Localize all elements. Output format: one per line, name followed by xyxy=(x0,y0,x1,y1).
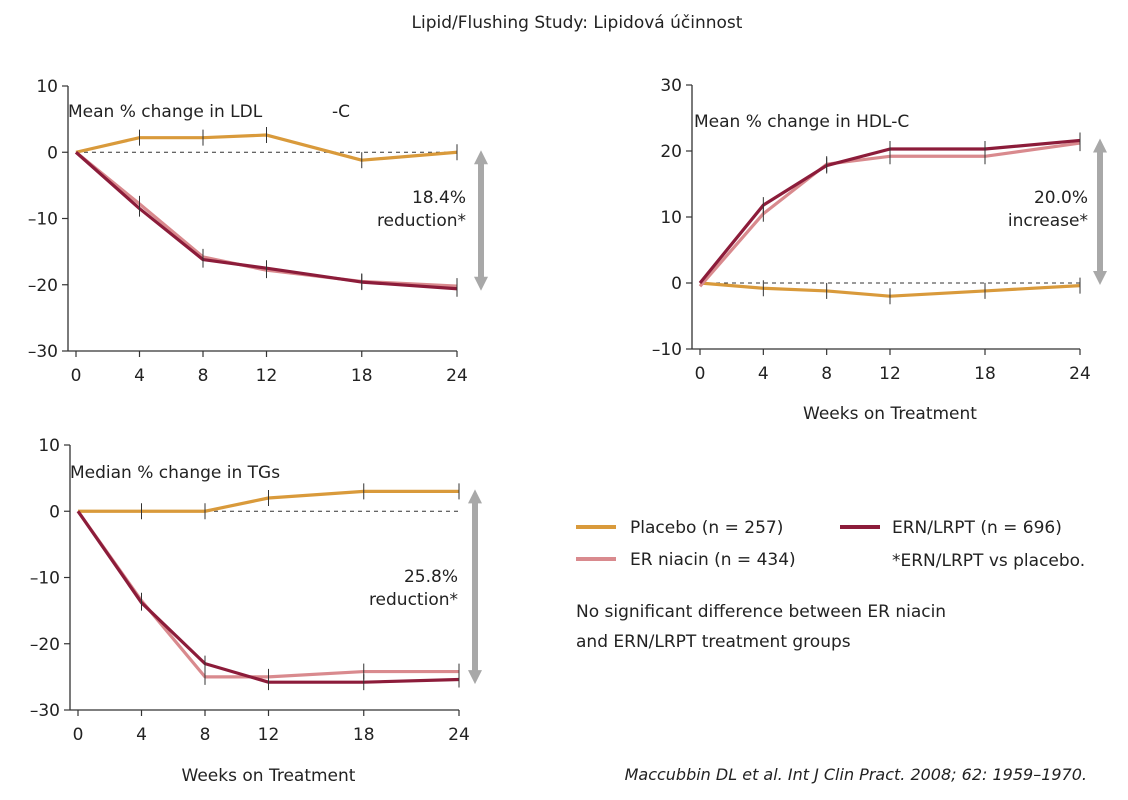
difference-arrow-head-bottom xyxy=(474,276,488,291)
y-tick-label: 10 xyxy=(36,77,58,97)
x-tick-label: 12 xyxy=(256,366,278,386)
x-tick-label: 0 xyxy=(71,366,82,386)
difference-arrow-head-bottom xyxy=(1093,271,1107,285)
x-tick-label: 8 xyxy=(200,725,211,745)
note-line-2: and ERN/LRPT treatment groups xyxy=(576,632,851,652)
y-tick-label: 10 xyxy=(660,208,682,228)
x-tick-label: 18 xyxy=(974,364,996,384)
difference-arrow-head-top xyxy=(474,150,488,165)
x-tick-label: 4 xyxy=(134,366,145,386)
y-tick-label: –30 xyxy=(30,701,60,721)
series-line-ern-lrpt xyxy=(76,510,460,684)
x-axis-label: Weeks on Treatment xyxy=(182,766,356,786)
x-tick-label: 12 xyxy=(879,364,901,384)
difference-annotation-label: reduction* xyxy=(369,590,458,610)
difference-annotation-value: 25.8% xyxy=(404,567,458,587)
x-tick-label: 8 xyxy=(198,366,209,386)
legend-label-ern-lrpt: ERN/LRPT (n = 696) xyxy=(892,518,1062,538)
y-tick-label: 10 xyxy=(38,436,60,456)
chart-title: Median % change in TGs xyxy=(70,463,280,483)
x-tick-label: 12 xyxy=(258,725,280,745)
chart-title: Mean % change in HDL-C xyxy=(694,112,909,132)
difference-arrow-head-bottom xyxy=(468,670,482,685)
y-tick-label: –10 xyxy=(28,210,58,230)
x-tick-label: 8 xyxy=(821,364,832,384)
series-line-er-niacin xyxy=(698,141,1081,288)
legend-label-placebo: Placebo (n = 257) xyxy=(630,518,783,538)
chart-tg: 10 0 –10 –20 –30 0 4 8 12 18 24 Median % change in … xyxy=(30,436,482,786)
figure-title: Lipid/Flushing Study: Lipidová účinnost xyxy=(412,13,743,33)
difference-annotation-value: 20.0% xyxy=(1034,188,1088,208)
series-line-placebo xyxy=(75,133,458,162)
x-tick-label: 24 xyxy=(446,366,468,386)
y-tick-label: 0 xyxy=(49,502,60,522)
note-line-1: No significant difference between ER nia… xyxy=(576,602,946,622)
difference-arrow-head-top xyxy=(1093,138,1107,153)
x-tick-label: 4 xyxy=(136,725,147,745)
x-tick-label: 0 xyxy=(73,725,84,745)
x-tick-label: 24 xyxy=(448,725,470,745)
chart-hdl: 30 20 10 0 –10 0 4 8 12 18 24 Mean % change in HDL-… xyxy=(652,76,1107,424)
x-tick-label: 24 xyxy=(1069,364,1091,384)
series-line-placebo xyxy=(78,489,459,513)
y-tick-label: –20 xyxy=(28,276,58,296)
y-tick-label: 20 xyxy=(660,142,682,162)
difference-arrow-head-top xyxy=(468,489,482,504)
chart-title-suffix: -C xyxy=(332,102,350,122)
x-axis-label: Weeks on Treatment xyxy=(803,404,977,424)
legend-label-er-niacin: ER niacin (n = 434) xyxy=(630,550,796,570)
y-tick-label: –10 xyxy=(652,340,682,360)
difference-annotation-value: 18.4% xyxy=(412,188,466,208)
y-tick-label: 30 xyxy=(660,76,682,96)
y-tick-label: –30 xyxy=(28,342,58,362)
difference-annotation-label: reduction* xyxy=(377,211,466,231)
chart-ldl: 10 0 –10 –20 –30 0 4 8 12 18 24 Mean % change in LD… xyxy=(28,77,488,386)
series-line-ern-lrpt xyxy=(698,138,1081,285)
y-tick-label: –20 xyxy=(30,635,60,655)
x-tick-label: 18 xyxy=(351,366,373,386)
citation: Maccubbin DL et al. Int J Clin Pract. 20… xyxy=(625,765,1087,784)
x-tick-label: 4 xyxy=(758,364,769,384)
series-line-placebo xyxy=(699,281,1081,298)
y-tick-label: –10 xyxy=(30,569,60,589)
difference-annotation-label: increase* xyxy=(1008,211,1088,231)
chart-title: Mean % change in LDL xyxy=(68,102,263,122)
y-tick-label: 0 xyxy=(671,274,682,294)
legend-footnote: *ERN/LRPT vs placebo. xyxy=(892,551,1085,571)
x-tick-label: 18 xyxy=(353,725,375,745)
series-line-ern-lrpt xyxy=(74,151,458,291)
legend: Placebo (n = 257) ER niacin (n = 434) ER… xyxy=(576,518,1085,571)
x-tick-label: 0 xyxy=(695,364,706,384)
y-tick-label: 0 xyxy=(47,143,58,163)
